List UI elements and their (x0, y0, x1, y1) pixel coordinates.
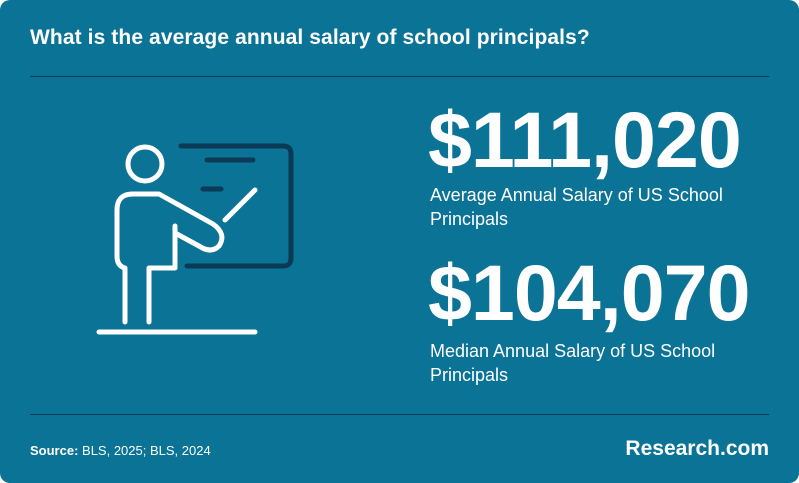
source-note: Source: BLS, 2025; BLS, 2024 (30, 443, 211, 458)
average-salary-label: Average Annual Salary of US School Princ… (430, 185, 723, 229)
median-salary-label: Median Annual Salary of US School Princi… (430, 341, 716, 385)
board-outline (178, 143, 294, 269)
page-title: What is the average annual salary of sch… (30, 26, 590, 49)
top-divider (30, 76, 769, 77)
source-text: BLS, 2025; BLS, 2024 (82, 443, 211, 458)
brand-logo[interactable]: Research.com (625, 437, 769, 460)
median-salary-value: $104,070 (428, 248, 751, 337)
teacher-head (125, 144, 165, 184)
bottom-divider (30, 414, 769, 415)
pointer-stick (222, 187, 258, 223)
source-label: Source: (30, 443, 79, 458)
teacher-body (114, 191, 225, 325)
teacher-at-board-icon (96, 143, 294, 335)
average-salary-value: $111,020 (428, 95, 742, 184)
